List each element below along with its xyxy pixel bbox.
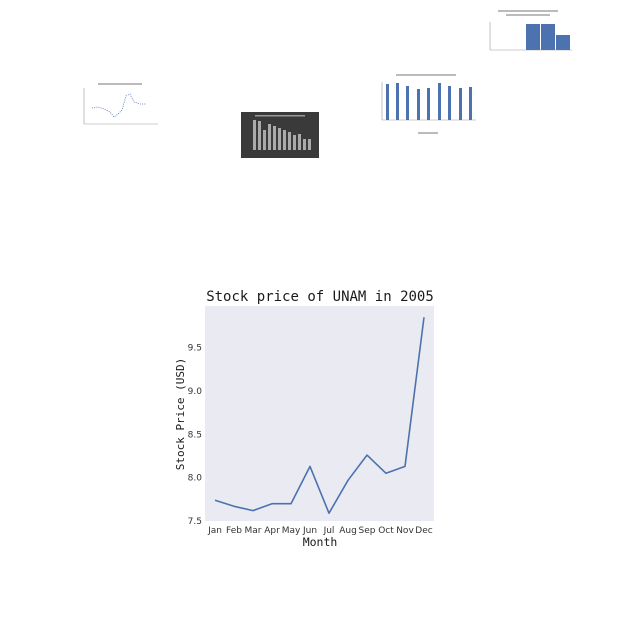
x-tick-label: Jun — [302, 526, 317, 536]
y-tick-label: 7.5 — [188, 517, 202, 527]
x-tick-label: Feb — [226, 526, 242, 536]
y-axis-label: Stock Price (USD) — [174, 358, 187, 471]
x-tick-label: Dec — [415, 526, 432, 536]
series-line — [214, 317, 425, 514]
thumbnail-dark-bar-chart — [241, 112, 319, 158]
x-tick-label: Mar — [245, 526, 262, 536]
thumbnail-bar-chart-top-right — [482, 4, 576, 60]
y-tick-label: 8.0 — [188, 474, 203, 484]
x-axis-label: Month — [303, 535, 338, 549]
chart-title: Stock price of UNAM in 2005 — [206, 289, 434, 305]
x-axis: Jan Feb Mar Apr May Jun Jul Aug Sep Oct Nov Dec — [207, 526, 433, 536]
x-tick-label: Jan — [207, 526, 222, 536]
x-tick-label: Jul — [323, 526, 335, 536]
x-tick-label: May — [282, 526, 301, 536]
y-tick-label: 8.5 — [188, 430, 202, 440]
y-tick-label: 9.0 — [188, 387, 203, 397]
y-axis: 7.5 8.0 8.5 9.0 9.5 — [188, 344, 203, 527]
x-tick-label: Oct — [378, 526, 394, 536]
x-tick-label: Apr — [264, 526, 280, 536]
y-tick-label: 9.5 — [188, 344, 202, 354]
x-tick-label: Sep — [359, 526, 376, 536]
thumbnail-bar-chart-right — [366, 72, 478, 140]
plot-area — [205, 306, 434, 521]
x-tick-label: Nov — [396, 526, 414, 536]
x-tick-label: Aug — [339, 526, 357, 536]
thumbnail-line-chart-left — [72, 80, 162, 132]
